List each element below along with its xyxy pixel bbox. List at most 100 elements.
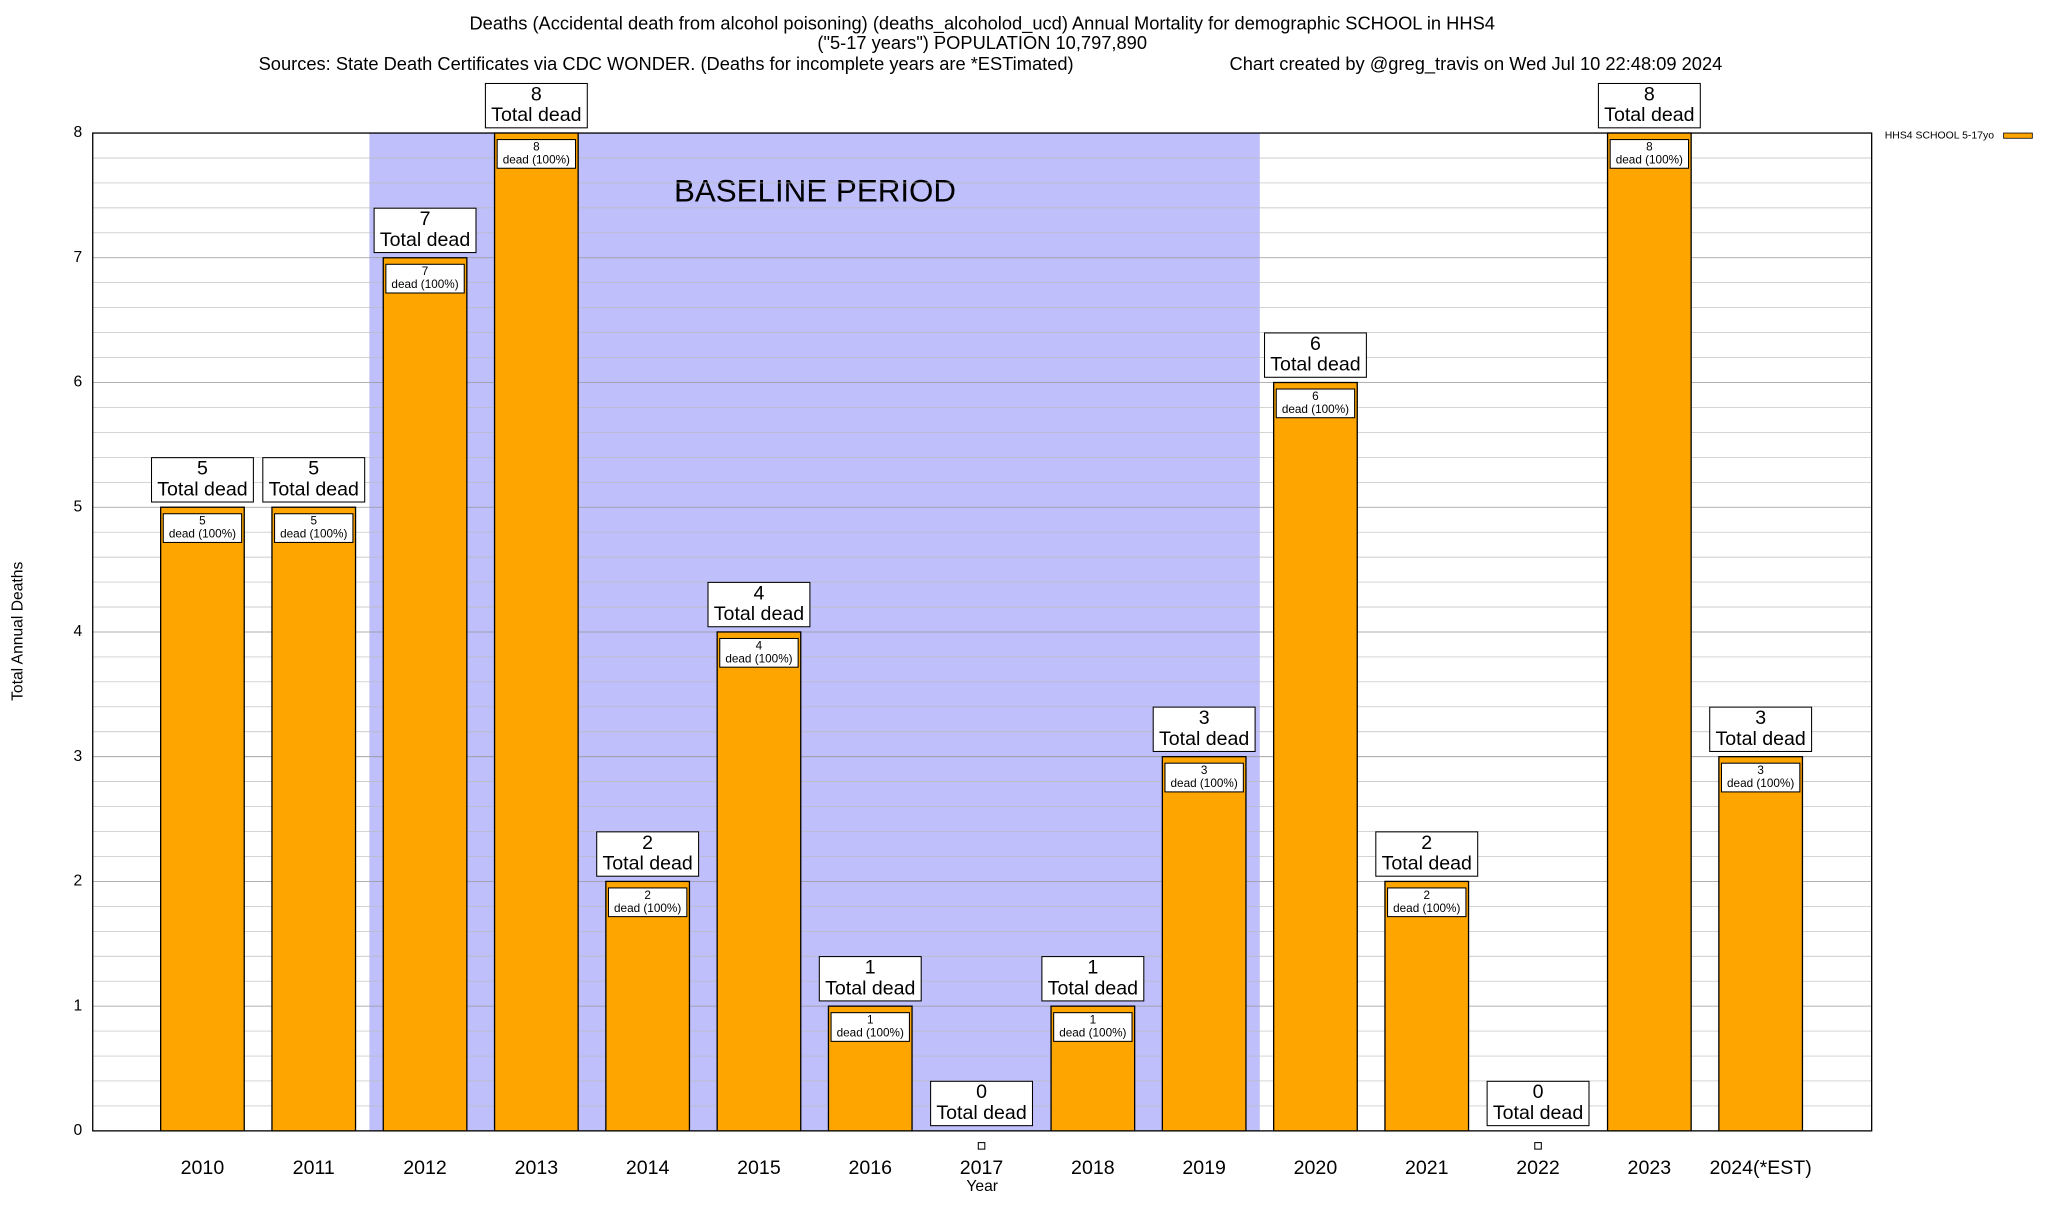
total-label-box xyxy=(1597,82,1701,129)
segment-label-box xyxy=(1275,388,1356,419)
segment-label: dead (100%) xyxy=(280,528,347,541)
y-tick-label: 1 xyxy=(74,997,83,1014)
segment-label-box xyxy=(1387,887,1467,918)
segment-value-label: 8 xyxy=(533,140,540,153)
total-label-box xyxy=(1152,706,1256,752)
bar xyxy=(1161,756,1247,1132)
x-tick-label: 2015 xyxy=(737,1157,781,1179)
bar xyxy=(493,132,579,1132)
total-label-box xyxy=(1486,1080,1590,1127)
x-tick-label: 2014 xyxy=(626,1157,670,1179)
total-value-label: 1 xyxy=(1087,956,1098,978)
segment-label-box xyxy=(162,513,243,543)
segment-label: dead (100%) xyxy=(1282,403,1349,416)
total-label-box xyxy=(262,457,366,503)
bar xyxy=(160,506,245,1132)
total-value-label: 8 xyxy=(1644,83,1655,105)
x-axis-label: Year xyxy=(966,1178,998,1195)
total-label-box xyxy=(150,457,254,503)
total-label: Total dead xyxy=(1493,1102,1583,1124)
total-value-label: 5 xyxy=(197,458,208,480)
total-label: Total dead xyxy=(825,977,915,999)
segment-value-label: 2 xyxy=(644,889,651,902)
credit: Chart created by @greg_travis on Wed Jul… xyxy=(1230,53,1723,75)
total-label: Total dead xyxy=(1270,354,1360,376)
y-tick-label: 6 xyxy=(74,374,83,391)
total-label: Total dead xyxy=(1604,104,1694,126)
y-tick-label: 2 xyxy=(74,873,83,890)
segment-value-label: 1 xyxy=(867,1014,874,1027)
x-tick-label: 2024(*EST) xyxy=(1710,1157,1812,1179)
legend-label: HHS4 SCHOOL 5-17yo xyxy=(1885,130,1995,141)
segment-label-box xyxy=(274,513,354,543)
bar xyxy=(271,506,357,1132)
total-value-label: 2 xyxy=(642,832,653,854)
total-label: Total dead xyxy=(714,603,804,625)
segment-label: dead (100%) xyxy=(1616,154,1683,167)
total-label: Total dead xyxy=(1715,728,1805,750)
x-tick-label: 2021 xyxy=(1405,1157,1449,1179)
segment-label: dead (100%) xyxy=(391,278,458,291)
segment-value-label: 7 xyxy=(422,265,429,278)
total-value-label: 0 xyxy=(976,1081,987,1103)
x-tick-label: 2016 xyxy=(848,1157,892,1179)
total-label: Total dead xyxy=(380,229,470,251)
y-tick-label: 7 xyxy=(74,249,83,266)
total-label: Total dead xyxy=(157,478,247,500)
segment-value-label: 4 xyxy=(756,639,763,652)
total-label-box xyxy=(373,207,477,254)
segment-value-label: 8 xyxy=(1646,140,1653,153)
segment-label-box xyxy=(1609,139,1690,169)
segment-label: dead (100%) xyxy=(614,902,681,915)
total-value-label: 4 xyxy=(754,582,765,604)
segment-label-box xyxy=(719,637,799,668)
total-label-box xyxy=(484,82,588,129)
bar xyxy=(382,257,468,1132)
segment-value-label: 2 xyxy=(1423,889,1430,902)
x-tick-label: 2019 xyxy=(1182,1157,1226,1179)
bar xyxy=(1606,132,1692,1132)
bar xyxy=(977,1142,986,1150)
bar xyxy=(1718,756,1804,1132)
y-axis-label: Total Annual Deaths xyxy=(9,562,26,701)
bar xyxy=(1384,880,1470,1132)
segment-label-box xyxy=(1164,762,1244,793)
total-label-box xyxy=(1263,332,1367,378)
plot-frame xyxy=(92,132,1873,1132)
segment-value-label: 3 xyxy=(1757,764,1764,777)
segment-label: dead (100%) xyxy=(1059,1027,1126,1040)
x-tick-label: 2020 xyxy=(1294,1157,1338,1179)
total-label: Total dead xyxy=(269,478,359,500)
segment-value-label: 5 xyxy=(310,515,317,528)
total-label: Total dead xyxy=(1048,977,1138,999)
x-tick-label: 2012 xyxy=(403,1157,447,1179)
total-label: Total dead xyxy=(602,853,692,875)
bar xyxy=(716,631,802,1132)
total-label-box xyxy=(930,1080,1034,1127)
baseline-label: BASELINE PERIOD xyxy=(674,173,956,208)
total-label-box xyxy=(1709,706,1813,752)
x-tick-label: 2010 xyxy=(181,1157,225,1179)
chart-title: Deaths (Accidental death from alcohol po… xyxy=(469,13,1494,35)
chart-subtitle: ("5-17 years") POPULATION 10,797,890 xyxy=(817,32,1147,53)
total-label: Total dead xyxy=(1382,853,1472,875)
total-value-label: 7 xyxy=(420,208,431,230)
x-tick-label: 2022 xyxy=(1516,1157,1560,1179)
total-value-label: 1 xyxy=(865,956,876,978)
segment-label: dead (100%) xyxy=(725,652,792,665)
y-tick-label: 5 xyxy=(74,498,83,515)
y-tick-label: 0 xyxy=(74,1122,83,1139)
y-tick-label: 4 xyxy=(74,623,83,640)
segment-label-box xyxy=(496,139,577,169)
x-tick-label: 2011 xyxy=(293,1157,335,1179)
total-value-label: 8 xyxy=(531,83,542,105)
total-value-label: 2 xyxy=(1421,832,1432,854)
segment-label: dead (100%) xyxy=(837,1027,904,1040)
total-value-label: 3 xyxy=(1755,707,1766,729)
total-label-box xyxy=(1375,831,1479,877)
total-value-label: 3 xyxy=(1199,707,1210,729)
sources: Sources: State Death Certificates via CD… xyxy=(259,53,1074,74)
total-label-box xyxy=(707,581,811,628)
total-label-box xyxy=(1041,956,1145,1002)
